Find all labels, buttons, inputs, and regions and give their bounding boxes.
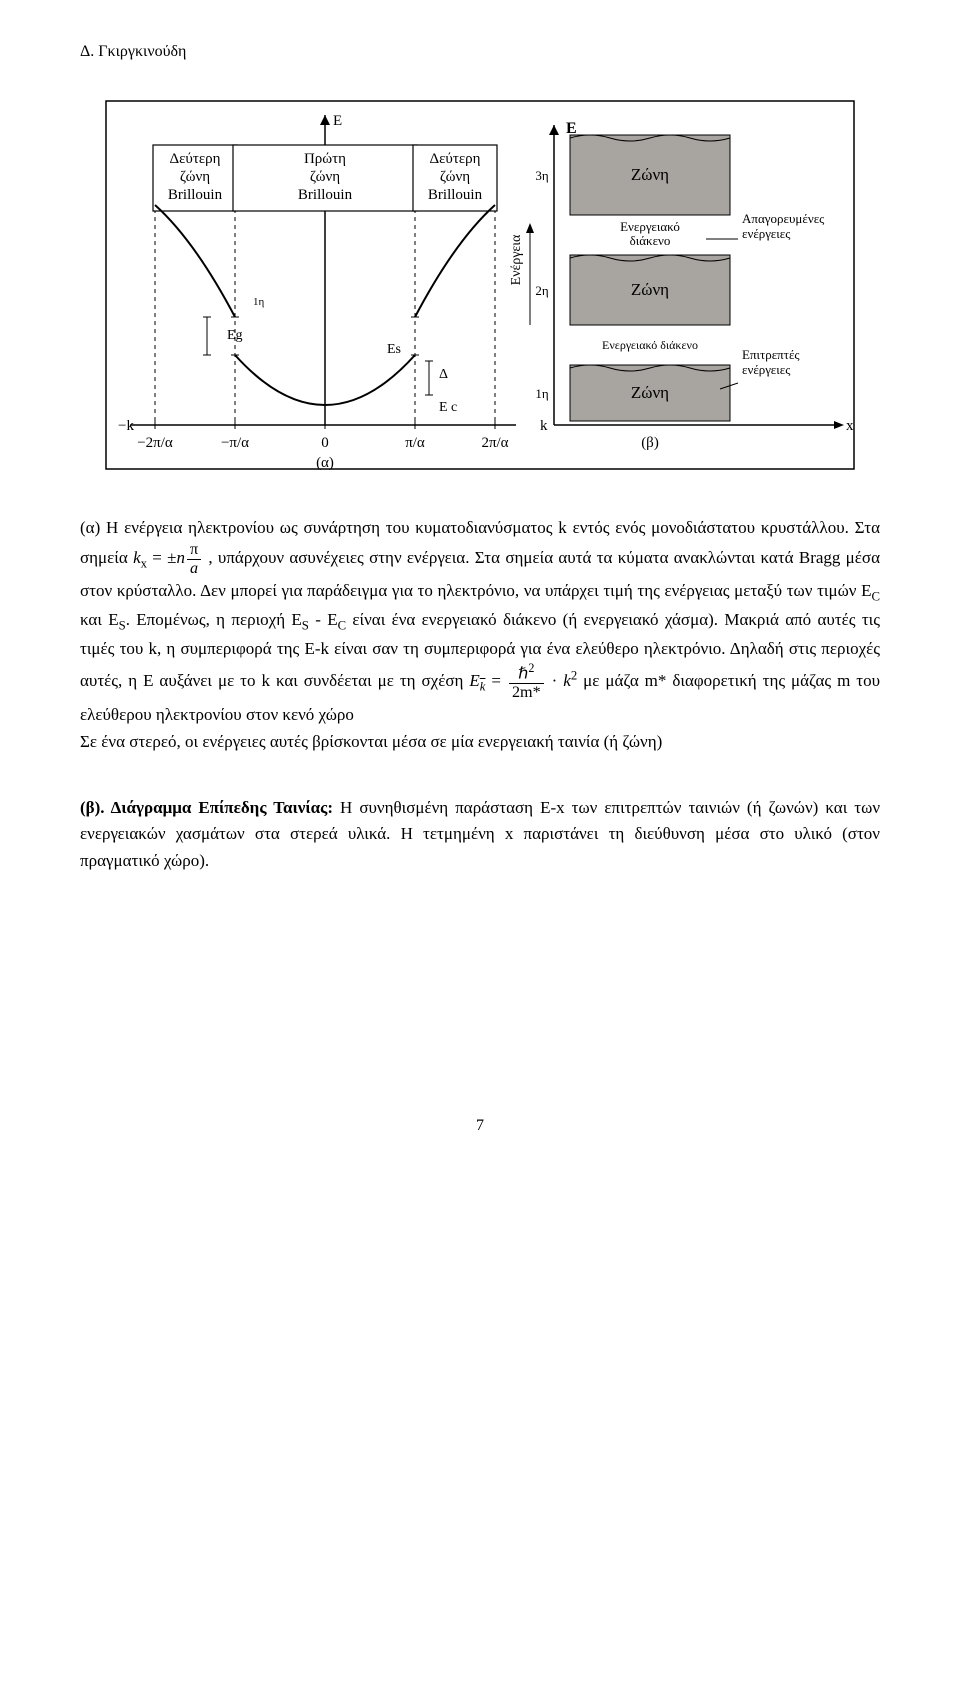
svg-text:−k: −k bbox=[118, 418, 134, 434]
svg-text:π/α: π/α bbox=[405, 435, 425, 451]
svg-text:2π/α: 2π/α bbox=[481, 435, 508, 451]
svg-text:(α): (α) bbox=[316, 455, 334, 471]
svg-text:Απαγορευμένεςενέργειες: Απαγορευμένεςενέργειες bbox=[742, 211, 825, 241]
svg-text:Ενέργεια: Ενέργεια bbox=[509, 234, 524, 285]
svg-text:E: E bbox=[333, 113, 342, 129]
svg-text:Es: Es bbox=[387, 342, 401, 357]
svg-text:3η: 3η bbox=[535, 168, 549, 183]
svg-text:E c: E c bbox=[439, 400, 457, 415]
svg-text:−2π/α: −2π/α bbox=[137, 435, 173, 451]
svg-text:0: 0 bbox=[321, 435, 329, 451]
svg-text:Ενεργειακόδιάκενο: Ενεργειακόδιάκενο bbox=[620, 219, 680, 248]
figure-container: −k−2π/α−π/α0π/α2π/αEΔεύτερηζώνηBrillouin… bbox=[80, 95, 880, 475]
svg-text:k: k bbox=[540, 418, 548, 434]
svg-text:Επιτρεπτέςενέργειες: Επιτρεπτέςενέργειες bbox=[742, 347, 800, 377]
svg-text:E: E bbox=[566, 120, 577, 137]
svg-text:Ζώνη: Ζώνη bbox=[631, 280, 669, 299]
svg-text:Ζώνη: Ζώνη bbox=[631, 165, 669, 184]
page-number: 7 bbox=[80, 1114, 880, 1139]
svg-text:2η: 2η bbox=[535, 283, 549, 298]
paragraph-b: (β). Διάγραμμα Επίπεδης Ταινίας: Η συνηθ… bbox=[80, 795, 880, 874]
page-header: Δ. Γκιργκινούδη bbox=[80, 40, 880, 65]
svg-text:Eg: Eg bbox=[227, 328, 243, 343]
paragraph-a: (α) Η ενέργεια ηλεκτρονίου ως συνάρτηση … bbox=[80, 515, 880, 755]
equation-ek: Ek = ℏ22m* · k2 bbox=[469, 671, 583, 690]
svg-text:(β): (β) bbox=[641, 435, 659, 451]
svg-text:1η: 1η bbox=[535, 386, 549, 401]
energy-band-diagram: −k−2π/α−π/α0π/α2π/αEΔεύτερηζώνηBrillouin… bbox=[100, 95, 860, 475]
svg-text:x: x bbox=[846, 418, 854, 434]
para-b-lead: (β). Διάγραμμα Επίπεδης Ταινίας: bbox=[80, 798, 333, 817]
svg-text:Ενεργειακό διάκενο: Ενεργειακό διάκενο bbox=[602, 338, 698, 352]
svg-text:−π/α: −π/α bbox=[221, 435, 249, 451]
equation-kx: kx = ±nπa bbox=[133, 548, 208, 567]
para-a-last: Σε ένα στερεό, οι ενέργειες αυτές βρίσκο… bbox=[80, 729, 880, 755]
svg-text:Δ: Δ bbox=[439, 367, 448, 382]
svg-text:1η: 1η bbox=[253, 296, 265, 308]
svg-text:Ζώνη: Ζώνη bbox=[631, 383, 669, 402]
